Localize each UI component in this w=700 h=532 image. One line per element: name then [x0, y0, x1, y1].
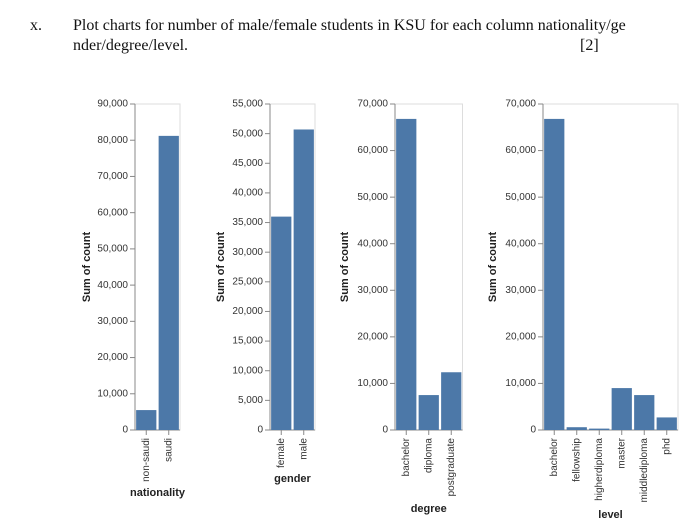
- x-axis-title: gender: [274, 473, 311, 485]
- bar: [271, 216, 292, 430]
- x-tick-label: male: [298, 438, 309, 460]
- y-tick-label: 50,000: [232, 128, 263, 139]
- x-tick-label: phd: [661, 438, 672, 455]
- y-axis-title: Sum of count: [215, 232, 227, 303]
- bar: [589, 428, 610, 430]
- bar: [293, 129, 314, 430]
- bar: [611, 388, 632, 430]
- bar: [634, 395, 655, 430]
- question-number: x.: [30, 17, 42, 34]
- y-axis-title: Sum of count: [487, 232, 499, 303]
- x-tick-label: diploma: [423, 438, 434, 473]
- y-tick-label: 50,000: [505, 192, 536, 203]
- y-tick-label: 40,000: [505, 238, 536, 249]
- x-tick-label: saudi: [163, 438, 174, 462]
- bar: [136, 410, 157, 430]
- y-tick-label: 70,000: [357, 99, 388, 110]
- y-tick-label: 70,000: [97, 171, 128, 182]
- x-axis-title: level: [598, 509, 622, 521]
- question-marks: [2]: [580, 37, 599, 54]
- x-axis-title: degree: [411, 503, 447, 515]
- y-tick-label: 50,000: [97, 244, 128, 255]
- y-tick-label: 20,000: [232, 306, 263, 317]
- bar: [441, 372, 462, 430]
- question-text: Plot charts for number of male/female st…: [73, 17, 626, 34]
- y-tick-label: 30,000: [357, 285, 388, 296]
- bar: [544, 118, 565, 430]
- bar: [418, 395, 439, 430]
- y-tick-label: 60,000: [505, 145, 536, 156]
- y-tick-label: 50,000: [357, 192, 388, 203]
- y-tick-label: 10,000: [232, 365, 263, 376]
- y-tick-label: 80,000: [97, 135, 128, 146]
- y-tick-label: 20,000: [505, 331, 536, 342]
- y-tick-label: 55,000: [232, 99, 263, 110]
- y-tick-label: 60,000: [357, 145, 388, 156]
- bar: [396, 118, 417, 430]
- y-tick-label: 0: [122, 425, 128, 436]
- y-tick-label: 0: [530, 425, 536, 436]
- x-tick-label: bachelor: [401, 437, 412, 476]
- x-tick-label: middlediploma: [639, 438, 650, 503]
- x-tick-label: female: [276, 438, 287, 468]
- bar: [158, 135, 179, 430]
- x-tick-label: non-saudi: [141, 438, 152, 482]
- y-tick-label: 0: [382, 425, 388, 436]
- y-tick-label: 10,000: [357, 378, 388, 389]
- question-text: nder/degree/level.: [73, 37, 188, 54]
- x-tick-label: higherdiploma: [594, 438, 605, 501]
- y-tick-label: 0: [257, 425, 263, 436]
- x-tick-label: bachelor: [549, 437, 560, 476]
- bar: [656, 417, 677, 430]
- y-tick-label: 5,000: [238, 395, 263, 406]
- y-tick-label: 40,000: [232, 188, 263, 199]
- y-tick-label: 40,000: [357, 238, 388, 249]
- y-tick-label: 30,000: [505, 285, 536, 296]
- y-tick-label: 35,000: [232, 217, 263, 228]
- x-axis-title: nationality: [130, 487, 186, 499]
- y-tick-label: 90,000: [97, 99, 128, 110]
- y-axis-title: Sum of count: [81, 232, 93, 303]
- y-tick-label: 25,000: [232, 276, 263, 287]
- y-tick-label: 20,000: [357, 331, 388, 342]
- bar: [566, 427, 587, 430]
- x-tick-label: master: [616, 437, 627, 468]
- y-tick-label: 60,000: [97, 207, 128, 218]
- y-tick-label: 15,000: [232, 336, 263, 347]
- y-tick-label: 30,000: [232, 247, 263, 258]
- y-tick-label: 70,000: [505, 99, 536, 110]
- y-tick-label: 45,000: [232, 158, 263, 169]
- y-axis-title: Sum of count: [339, 232, 351, 303]
- y-tick-label: 10,000: [97, 388, 128, 399]
- y-tick-label: 30,000: [97, 316, 128, 327]
- y-tick-label: 20,000: [97, 352, 128, 363]
- y-tick-label: 10,000: [505, 378, 536, 389]
- x-tick-label: postgraduate: [446, 438, 457, 497]
- y-tick-label: 40,000: [97, 280, 128, 291]
- x-tick-label: fellowship: [571, 438, 582, 482]
